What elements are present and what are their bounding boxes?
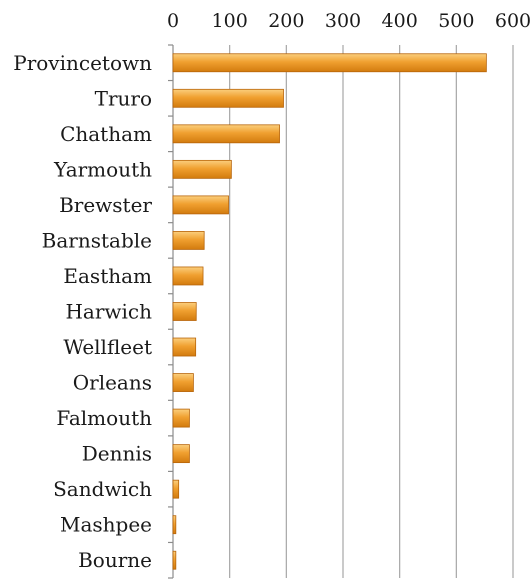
gridlines (229, 45, 514, 578)
category-label-wellfleet: Wellfleet (63, 335, 152, 359)
category-label-barnstable: Barnstable (42, 228, 152, 252)
bar-brewster (172, 195, 229, 215)
bar-orleans (172, 373, 194, 392)
y-axis (168, 44, 174, 579)
category-label-bourne: Bourne (78, 548, 152, 572)
bars (172, 53, 487, 570)
bar-harwich (172, 302, 197, 321)
bar-truro (172, 88, 284, 108)
category-label-brewster: Brewster (59, 193, 152, 217)
x-tick-label-500: 500 (438, 10, 474, 32)
x-tick-label-200: 200 (268, 10, 304, 32)
bar-barnstable (172, 231, 205, 250)
category-label-chatham: Chatham (60, 122, 152, 146)
x-tick-labels: 0 100 200 300 400 500 600 (167, 10, 531, 32)
bar-wellfleet (172, 337, 197, 357)
bar-yarmouth (172, 159, 232, 179)
bar-dennis (172, 444, 190, 464)
category-label-eastham: Eastham (63, 264, 152, 288)
bar-provincetown (172, 53, 487, 73)
bar-bourne (172, 550, 177, 570)
x-tick-label-400: 400 (382, 10, 418, 32)
x-tick-label-0: 0 (167, 10, 179, 32)
category-label-provincetown: Provincetown (13, 51, 152, 75)
category-label-harwich: Harwich (65, 300, 152, 324)
category-label-yarmouth: Yarmouth (53, 157, 152, 181)
x-tick-label-300: 300 (325, 10, 361, 32)
bar-chatham (172, 124, 280, 144)
category-label-sandwich: Sandwich (53, 477, 152, 501)
category-label-truro: Truro (95, 86, 152, 110)
category-label-falmouth: Falmouth (56, 406, 152, 430)
bar-eastham (172, 266, 204, 286)
category-label-orleans: Orleans (73, 371, 152, 395)
x-tick-label-100: 100 (212, 10, 248, 32)
category-label-mashpee: Mashpee (60, 513, 152, 537)
category-labels: Provincetown Truro Chatham Yarmouth Brewster… (13, 51, 152, 572)
bar-sandwich (172, 479, 180, 499)
category-label-dennis: Dennis (82, 442, 152, 466)
bar-mashpee (172, 515, 177, 535)
bar-falmouth (172, 408, 190, 428)
x-tick-label-600: 600 (495, 10, 531, 32)
